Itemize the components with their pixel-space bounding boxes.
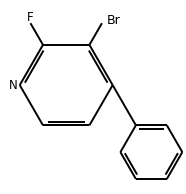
Text: N: N <box>9 79 17 92</box>
Text: F: F <box>27 11 34 24</box>
Text: Br: Br <box>107 14 121 27</box>
